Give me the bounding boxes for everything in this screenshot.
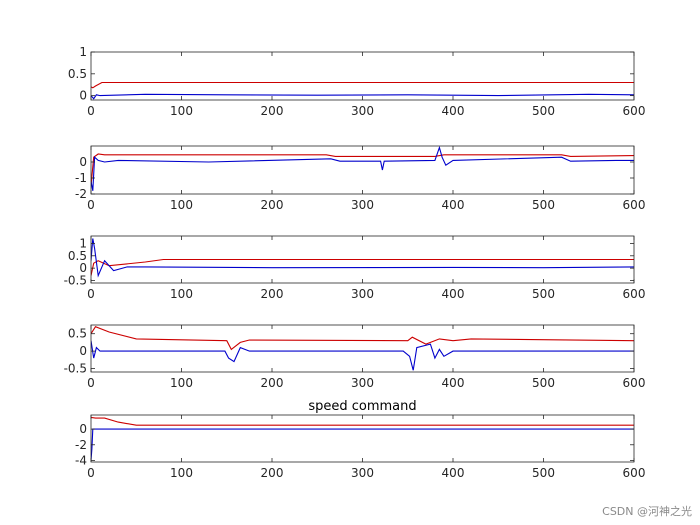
x-tick-label: 100: [170, 466, 193, 480]
x-tick-label: 100: [170, 104, 193, 118]
y-tick-label: -2: [75, 187, 87, 201]
x-tick-label: 300: [351, 287, 374, 301]
x-tick-label: 600: [623, 466, 646, 480]
x-tick-label: 0: [87, 198, 95, 212]
x-tick-label: 0: [87, 104, 95, 118]
series-line-reference: [91, 153, 634, 187]
x-tick-label: 400: [442, 376, 465, 390]
series-line-reference: [91, 81, 634, 89]
x-tick-label: 600: [623, 198, 646, 212]
x-tick-label: 0: [87, 376, 95, 390]
y-tick-label: -4: [75, 453, 87, 467]
series-line-response: [91, 340, 634, 371]
x-tick-label: 600: [623, 376, 646, 390]
y-tick-label: 0.5: [68, 67, 87, 81]
x-tick-label: 300: [351, 376, 374, 390]
x-tick-label: 100: [170, 376, 193, 390]
x-tick-label: 400: [442, 287, 465, 301]
y-tick-label: 0: [79, 422, 87, 436]
x-tick-label: 200: [261, 104, 284, 118]
y-tick-label: 0: [79, 155, 87, 169]
x-tick-label: 400: [442, 198, 465, 212]
y-tick-label: -0.5: [64, 362, 87, 376]
y-tick-label: 0: [79, 261, 87, 275]
x-tick-label: 200: [261, 376, 284, 390]
x-tick-label: 0: [87, 466, 95, 480]
y-tick-label: -0.5: [64, 274, 87, 288]
series-line-response: [91, 146, 634, 191]
x-tick-label: 600: [623, 287, 646, 301]
y-tick-label: 1: [79, 45, 87, 59]
x-tick-label: 200: [261, 198, 284, 212]
series-line-reference: [91, 416, 634, 426]
x-tick-label: 400: [442, 466, 465, 480]
series-line-response: [91, 238, 634, 278]
y-tick-label: 0.5: [68, 249, 87, 263]
x-tick-label: 500: [532, 287, 555, 301]
subplot-title: speed command: [308, 399, 416, 414]
watermark: CSDN @河神之光: [602, 505, 692, 518]
x-tick-label: 500: [532, 466, 555, 480]
series-line-response: [91, 93, 634, 100]
x-tick-label: 500: [532, 104, 555, 118]
x-tick-label: 400: [442, 104, 465, 118]
subplot-1: 0 100 200 300 400 500 600 1 0.5 0: [68, 45, 646, 118]
x-tick-label: 500: [532, 198, 555, 212]
y-tick-label: -1: [75, 171, 87, 185]
x-tick-label: 600: [623, 104, 646, 118]
y-tick-label: 1: [79, 236, 87, 250]
x-tick-label: 200: [261, 287, 284, 301]
y-tick-label: -2: [75, 438, 87, 452]
x-tick-label: 300: [351, 198, 374, 212]
x-tick-label: 100: [170, 287, 193, 301]
x-tick-label: 100: [170, 198, 193, 212]
y-tick-label: 0.5: [68, 327, 87, 341]
x-tick-label: 300: [351, 466, 374, 480]
series-line-reference: [91, 326, 634, 351]
y-tick-label: 0: [79, 344, 87, 358]
x-tick-label: 500: [532, 376, 555, 390]
x-tick-label: 200: [261, 466, 284, 480]
x-tick-label: 300: [351, 104, 374, 118]
y-tick-label: 0: [79, 89, 87, 103]
x-tick-label: 0: [87, 287, 95, 301]
